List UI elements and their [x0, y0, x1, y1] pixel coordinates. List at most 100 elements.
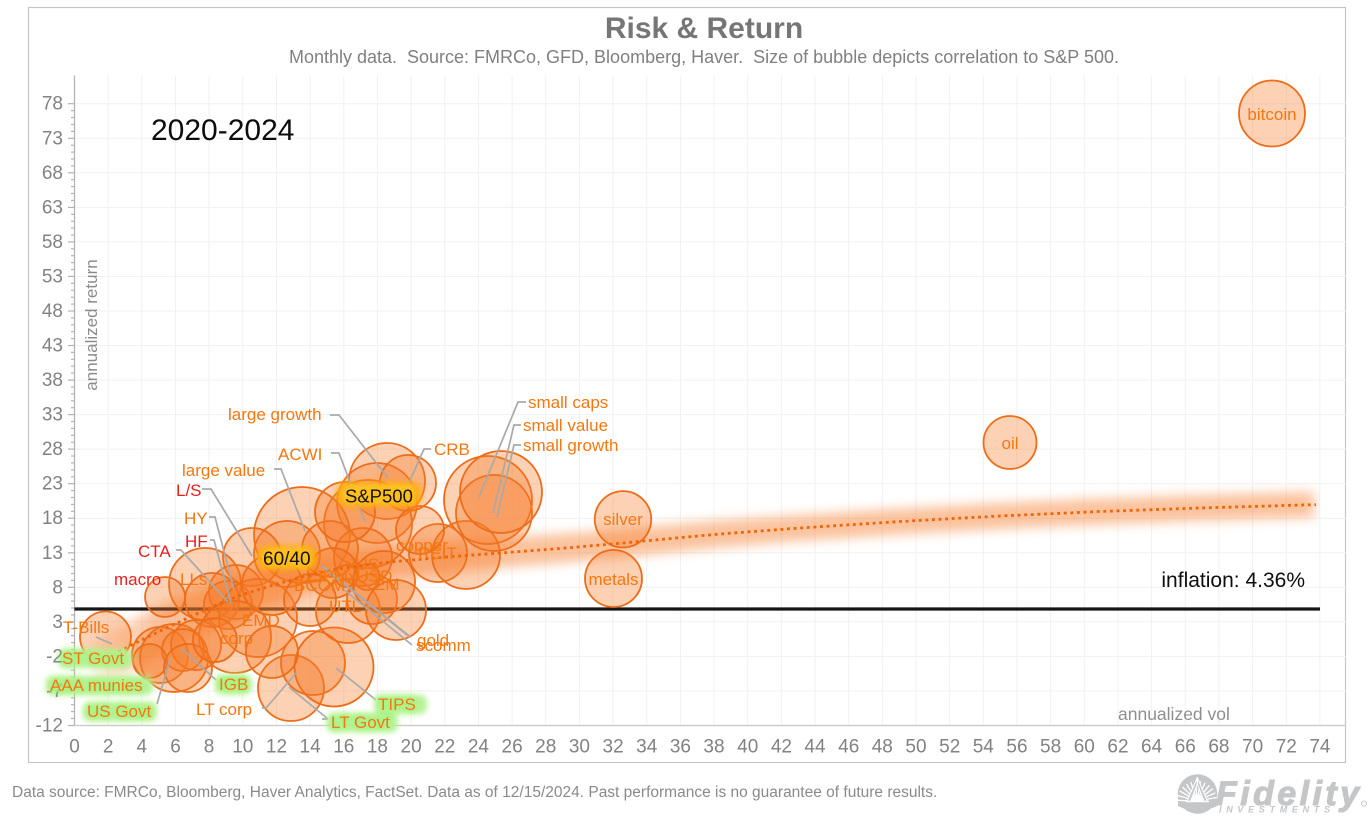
- svg-text:33: 33: [42, 405, 63, 426]
- svg-text:46: 46: [838, 737, 859, 758]
- svg-text:66: 66: [1175, 737, 1196, 758]
- svg-text:28: 28: [42, 439, 63, 460]
- svg-text:macro: macro: [114, 570, 161, 589]
- svg-text:28: 28: [535, 737, 556, 758]
- svg-text:gold: gold: [417, 631, 449, 650]
- svg-text:LT corp: LT corp: [196, 700, 252, 719]
- svg-text:INVESTMENTS: INVESTMENTS: [1219, 805, 1335, 815]
- svg-text:CTA: CTA: [138, 542, 171, 561]
- svg-text:50: 50: [905, 737, 926, 758]
- svg-text:JPM: JPM: [314, 567, 348, 586]
- svg-text:BCOM: BCOM: [294, 576, 345, 595]
- svg-text:3: 3: [52, 612, 63, 633]
- svg-text:EMD: EMD: [242, 611, 280, 630]
- svg-text:EM: EM: [374, 575, 400, 594]
- svg-text:8: 8: [52, 577, 63, 598]
- svg-text:53: 53: [42, 266, 63, 287]
- svg-text:Risk & Return: Risk & Return: [605, 12, 803, 45]
- svg-text:0: 0: [69, 737, 80, 758]
- svg-text:L/S: L/S: [176, 481, 202, 500]
- svg-text:small value: small value: [523, 416, 608, 435]
- svg-text:14: 14: [300, 737, 322, 758]
- svg-text:60: 60: [1074, 737, 1095, 758]
- svg-text:58: 58: [42, 232, 63, 253]
- svg-text:68: 68: [42, 163, 63, 184]
- svg-text:-12: -12: [36, 716, 63, 737]
- svg-text:inflation: 4.36%: inflation: 4.36%: [1161, 569, 1305, 592]
- svg-text:42: 42: [771, 737, 792, 758]
- svg-text:T-Bills: T-Bills: [63, 618, 109, 637]
- svg-text:70: 70: [1242, 737, 1263, 758]
- svg-text:AAA munies: AAA munies: [50, 676, 143, 695]
- svg-text:TIPS: TIPS: [378, 695, 416, 714]
- svg-text:-7: -7: [46, 681, 63, 702]
- svg-text:13: 13: [42, 543, 63, 564]
- svg-text:US Govt: US Govt: [87, 702, 152, 721]
- svg-text:6: 6: [170, 737, 181, 758]
- svg-text:48: 48: [42, 301, 63, 322]
- svg-text:copper: copper: [396, 536, 448, 555]
- svg-text:23: 23: [42, 474, 63, 495]
- svg-text:ST Govt: ST Govt: [62, 649, 124, 668]
- svg-text:24: 24: [468, 737, 490, 758]
- svg-text:18: 18: [367, 737, 388, 758]
- svg-text:30: 30: [569, 737, 590, 758]
- svg-text:74: 74: [1309, 737, 1331, 758]
- svg-text:REIT: REIT: [418, 544, 457, 563]
- svg-text:34: 34: [636, 737, 658, 758]
- svg-text:IGB: IGB: [219, 675, 248, 694]
- svg-text:LLs: LLs: [180, 570, 207, 589]
- svg-text:metals: metals: [588, 570, 638, 589]
- svg-text:48: 48: [872, 737, 893, 758]
- svg-text:annualized return: annualized return: [82, 259, 101, 390]
- svg-text:38: 38: [703, 737, 724, 758]
- svg-text:silver: silver: [603, 510, 643, 529]
- svg-text:36: 36: [670, 737, 691, 758]
- svg-text:UTL: UTL: [329, 597, 361, 616]
- svg-text:corp: corp: [220, 629, 253, 648]
- svg-text:16: 16: [333, 737, 354, 758]
- svg-text:2020-2024: 2020-2024: [151, 114, 294, 147]
- svg-text:small growth: small growth: [523, 436, 618, 455]
- svg-text:22: 22: [434, 737, 455, 758]
- svg-text:xUSD: xUSD: [348, 567, 392, 586]
- svg-text:60/40: 60/40: [263, 549, 311, 570]
- svg-text:8: 8: [204, 737, 215, 758]
- svg-text:40: 40: [737, 737, 758, 758]
- svg-text:-2: -2: [46, 646, 63, 667]
- svg-text:10: 10: [232, 737, 253, 758]
- svg-text:72: 72: [1276, 737, 1297, 758]
- svg-text:63: 63: [42, 197, 63, 218]
- svg-text:HF: HF: [185, 532, 208, 551]
- svg-text:S&P500: S&P500: [345, 486, 413, 507]
- svg-text:56: 56: [1006, 737, 1027, 758]
- svg-text:HY: HY: [184, 509, 208, 528]
- svg-text:2: 2: [103, 737, 114, 758]
- svg-text:54: 54: [973, 737, 995, 758]
- svg-text:large growth: large growth: [228, 405, 322, 424]
- svg-text:52: 52: [939, 737, 960, 758]
- svg-text:43: 43: [42, 336, 63, 357]
- svg-text:LT Govt: LT Govt: [331, 713, 390, 732]
- svg-text:64: 64: [1141, 737, 1163, 758]
- svg-text:xUS: xUS: [347, 555, 379, 574]
- svg-text:small caps: small caps: [528, 393, 608, 412]
- svg-text:bitcoin: bitcoin: [1247, 105, 1296, 124]
- svg-text:Monthly data. Source: FMRCo,: Monthly data. Source: FMRCo, GFD, Bloomb…: [289, 47, 1119, 67]
- svg-text:73: 73: [42, 128, 63, 149]
- svg-text:18: 18: [42, 508, 63, 529]
- svg-text:4: 4: [137, 737, 148, 758]
- svg-text:68: 68: [1208, 737, 1229, 758]
- svg-text:62: 62: [1107, 737, 1128, 758]
- svg-text:20: 20: [401, 737, 422, 758]
- svg-text:ACWI: ACWI: [278, 445, 322, 464]
- svg-text:38: 38: [42, 370, 63, 391]
- svg-text:44: 44: [804, 737, 826, 758]
- svg-text:scomm: scomm: [416, 636, 471, 655]
- svg-text:78: 78: [42, 94, 63, 115]
- svg-text:58: 58: [1040, 737, 1061, 758]
- svg-text:CRB: CRB: [434, 440, 470, 459]
- svg-text:large value: large value: [182, 461, 265, 480]
- svg-text:12: 12: [266, 737, 287, 758]
- svg-text:oil: oil: [1001, 434, 1018, 453]
